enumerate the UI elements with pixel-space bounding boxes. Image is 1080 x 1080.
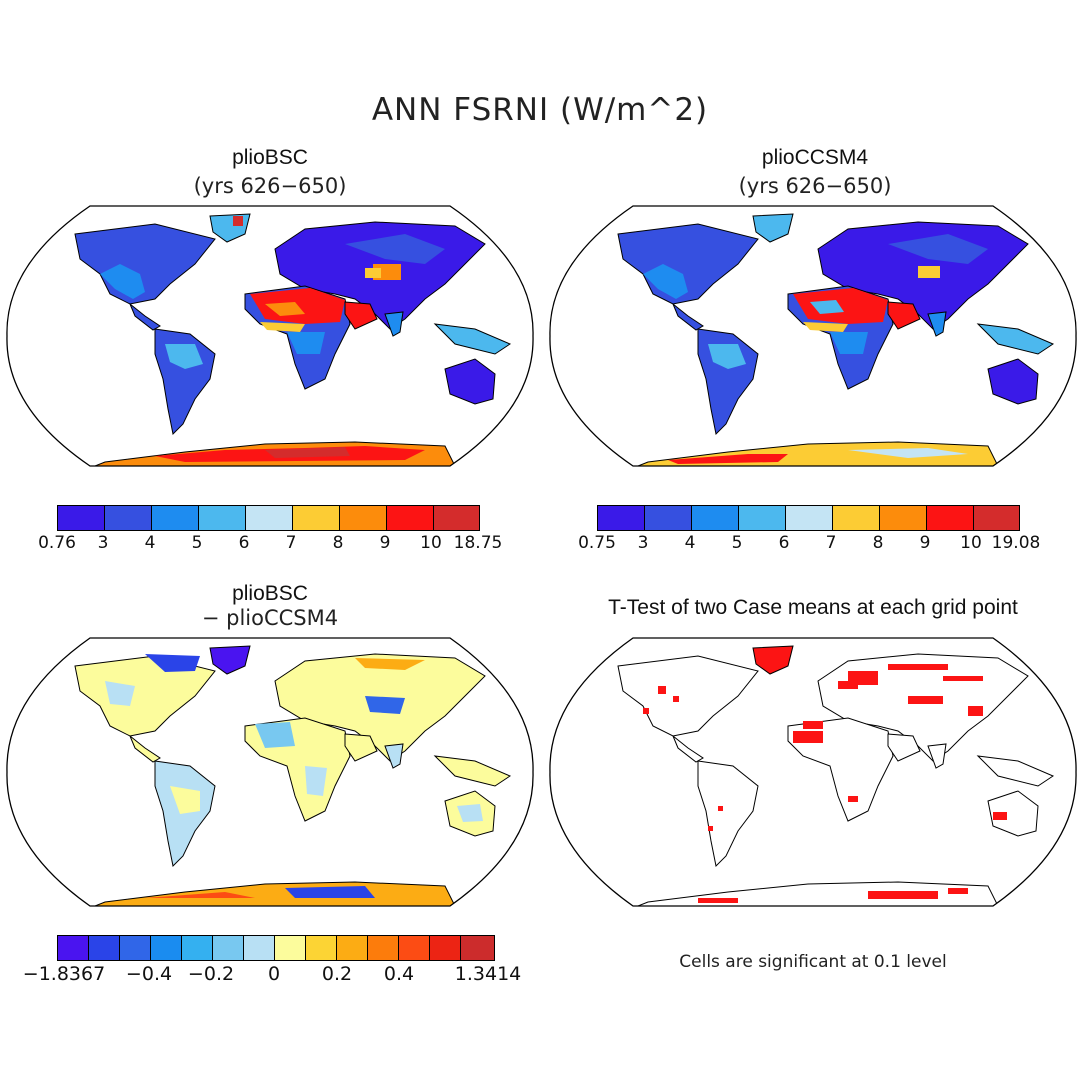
colorbar-bottom-left-cell — [461, 936, 494, 960]
tick-label: 3 — [97, 533, 109, 553]
panel-subtitle-bottom-left: − plioCCSM4 — [201, 606, 339, 630]
tick-label: 19.08 — [991, 533, 1041, 553]
tick-label: 1.3414 — [454, 963, 522, 985]
colorbar-top-left-cell — [199, 506, 246, 530]
map-top-right-svg — [549, 205, 1077, 467]
tick-label: 9 — [919, 533, 931, 553]
colorbar-top-left-cell — [152, 506, 199, 530]
significant-cells — [643, 664, 1007, 903]
tick-label: 10 — [420, 533, 442, 553]
colorbar-bottom-left-cell — [306, 936, 337, 960]
panel-subtitle-top-right: (yrs 626−650) — [738, 174, 892, 198]
tick-label: 0.75 — [578, 533, 616, 553]
colorbar-top-left-cell — [246, 506, 293, 530]
tick-label: 0.2 — [321, 963, 353, 985]
tick-label: 6 — [238, 533, 250, 553]
tick-label: 0.76 — [38, 533, 76, 553]
map-bottom-right-svg — [549, 637, 1077, 907]
panel-title-top-right: plioCCSM4 — [761, 146, 869, 169]
colorbar-top-right-cell — [786, 506, 833, 530]
map-top-left-svg — [6, 205, 534, 467]
panel-title-top-left: plioBSC — [232, 146, 308, 169]
tick-label: 10 — [960, 533, 982, 553]
colorbar-top-right-cell — [739, 506, 786, 530]
tick-label: 9 — [379, 533, 391, 553]
tick-label: 5 — [731, 533, 743, 553]
map-top-right — [548, 204, 1078, 468]
colorbar-bottom-left-cell — [213, 936, 244, 960]
colorbar-top-left-cell — [340, 506, 387, 530]
colorbar-top-right-cell — [974, 506, 1019, 530]
colorbar-bottom-left-cell — [399, 936, 430, 960]
tick-label: 6 — [778, 533, 790, 553]
tick-label: 3 — [637, 533, 649, 553]
tick-label: 5 — [191, 533, 203, 553]
tick-label: −0.2 — [187, 963, 235, 985]
colorbar-bottom-left — [57, 935, 495, 961]
colorbar-bottom-left-cell — [58, 936, 89, 960]
colorbar-bottom-left-cell — [89, 936, 120, 960]
map-bottom-right — [548, 636, 1078, 908]
colorbar-bottom-left-cell — [368, 936, 399, 960]
colorbar-top-left-cell — [293, 506, 340, 530]
tick-label: 0 — [267, 963, 281, 985]
figure-title: ANN FSRNI (W/m^2) — [371, 92, 709, 128]
tick-label: 4 — [684, 533, 696, 553]
colorbar-top-left-cell — [387, 506, 434, 530]
colorbar-bottom-left-cell — [120, 936, 151, 960]
colorbar-bottom-left-cell — [151, 936, 182, 960]
colorbar-top-right-cell — [880, 506, 927, 530]
colorbar-bottom-left-cell — [430, 936, 461, 960]
colorbar-top-right-cell — [927, 506, 974, 530]
colorbar-top-left-cell — [58, 506, 105, 530]
colorbar-bottom-left-cell — [244, 936, 275, 960]
map-bottom-left-svg — [6, 637, 534, 907]
colorbar-top-left-cell — [434, 506, 479, 530]
colorbar-top-right-cell — [833, 506, 880, 530]
colorbar-top-left — [57, 505, 480, 531]
panel-title-bottom-right: T-Test of two Case means at each grid po… — [608, 596, 1018, 619]
colorbar-top-right-cell — [645, 506, 692, 530]
colorbar-top-right-cell — [598, 506, 645, 530]
colorbar-bottom-left-cell — [182, 936, 213, 960]
colorbar-bottom-left-cell — [337, 936, 368, 960]
greenland — [209, 213, 251, 243]
significance-note: Cells are significant at 0.1 level — [679, 952, 947, 972]
tick-label: −0.4 — [125, 963, 173, 985]
australia — [444, 358, 496, 405]
map-top-left — [5, 204, 535, 468]
tick-label: −1.8367 — [22, 963, 106, 985]
tick-label: 8 — [872, 533, 884, 553]
colorbar-top-left-cell — [105, 506, 152, 530]
colorbar-top-right — [597, 505, 1020, 531]
tick-label: 18.75 — [453, 533, 503, 553]
tick-label: 4 — [144, 533, 156, 553]
map-bottom-left — [5, 636, 535, 908]
tick-label: 8 — [332, 533, 344, 553]
panel-subtitle-top-left: (yrs 626−650) — [193, 174, 347, 198]
colorbar-bottom-left-cell — [275, 936, 306, 960]
tick-label: 7 — [825, 533, 837, 553]
colorbar-top-right-cell — [692, 506, 739, 530]
tick-label: 0.4 — [383, 963, 415, 985]
tick-label: 7 — [285, 533, 297, 553]
panel-title-bottom-left: plioBSC — [232, 582, 308, 605]
